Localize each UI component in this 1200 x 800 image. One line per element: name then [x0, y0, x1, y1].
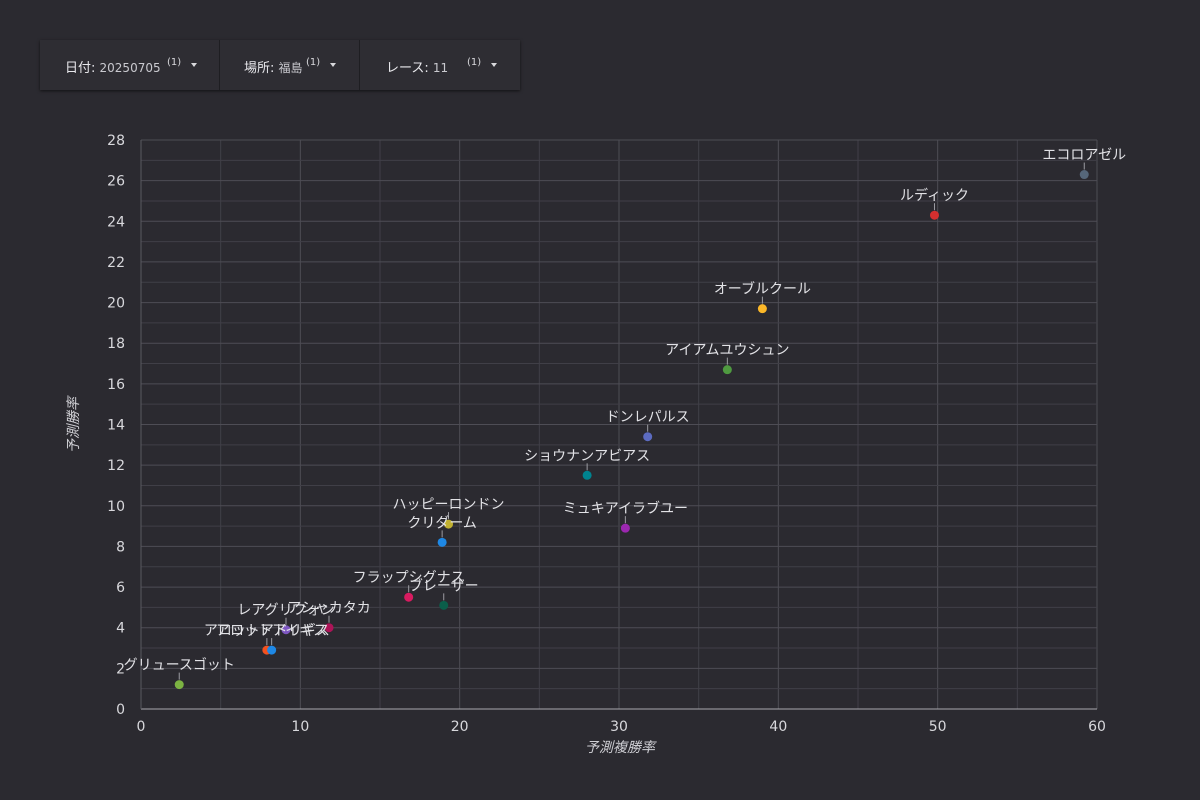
- point-marker: [643, 432, 653, 442]
- point-label: アシャカタカ: [287, 601, 370, 617]
- place-filter-value: 福島: [278, 61, 303, 75]
- date-filter-count: (1): [167, 57, 182, 68]
- data-point[interactable]: グリュースゴット: [124, 657, 235, 690]
- point-marker: [174, 680, 184, 690]
- point-marker: [444, 519, 454, 529]
- race-filter-value: 11: [432, 61, 449, 75]
- race-filter[interactable]: レース: 11 (1): [360, 40, 520, 90]
- filter-bar: 日付: 20250705 (1) 場所: 福島 (1) レース: 11 (1): [40, 40, 520, 90]
- point-marker: [404, 592, 414, 602]
- point-label: オーブルクール: [714, 281, 811, 298]
- axes: [140, 140, 1097, 710]
- y-tick-label: 12: [107, 458, 125, 474]
- place-filter[interactable]: 場所: 福島 (1): [220, 40, 360, 90]
- y-tick-label: 20: [107, 296, 125, 312]
- date-filter-value: 20250705: [99, 61, 161, 75]
- x-axis-label: 予測複勝率: [585, 740, 657, 756]
- point-marker: [437, 537, 447, 547]
- point-marker: [267, 645, 277, 655]
- x-tick-label: 40: [769, 719, 787, 735]
- y-tick-label: 26: [107, 174, 125, 190]
- y-tick-label: 0: [116, 702, 125, 718]
- data-point[interactable]: アイアムユウシュン: [665, 343, 790, 375]
- y-tick-label: 8: [116, 539, 125, 555]
- point-label: グリュースゴット: [124, 657, 235, 674]
- y-tick-label: 14: [107, 418, 125, 434]
- race-filter-label: レース: [386, 61, 425, 76]
- data-point[interactable]: エコロアゼル: [1042, 148, 1126, 180]
- point-marker: [620, 523, 630, 533]
- y-tick-label: 18: [107, 336, 125, 352]
- x-tick-label: 30: [610, 719, 628, 735]
- y-tick-label: 28: [107, 133, 125, 149]
- point-label: アイアムユウシュン: [665, 343, 789, 359]
- date-filter[interactable]: 日付: 20250705 (1): [40, 40, 220, 90]
- point-marker: [582, 470, 592, 480]
- date-filter-label: 日付: [65, 61, 92, 76]
- y-tick-label: 24: [107, 214, 125, 230]
- race-filter-count: (1): [467, 57, 482, 68]
- data-points: エコロアゼルルディックオーブルクールアイアムユウシュンドンレパルスショウナンアビ…: [124, 148, 1126, 690]
- data-point[interactable]: フラップシグナス: [353, 570, 465, 602]
- point-label: アロットアドリギス: [204, 623, 330, 639]
- point-label: クリダーム: [407, 515, 477, 531]
- place-filter-count: (1): [306, 57, 321, 68]
- point-marker: [281, 625, 291, 635]
- data-point[interactable]: ミュキアイラブユー: [563, 500, 688, 533]
- data-point[interactable]: ショウナンアビアス: [524, 448, 650, 480]
- y-tick-label: 16: [107, 377, 125, 393]
- point-label: レアグリフォン: [237, 603, 334, 619]
- point-label: ハッピーロンドン: [393, 497, 505, 513]
- x-tick-label: 50: [929, 719, 947, 735]
- y-tick-label: 22: [107, 255, 125, 271]
- data-point[interactable]: ドンレパルス: [606, 410, 690, 442]
- point-marker: [722, 365, 732, 375]
- y-tick-label: 4: [116, 621, 125, 637]
- data-point[interactable]: ルディック: [900, 187, 969, 220]
- point-label: ミュキアイラブユー: [563, 500, 688, 517]
- point-marker: [439, 600, 449, 610]
- point-label: ドンレパルス: [606, 410, 690, 426]
- data-point[interactable]: ブレーザー: [409, 577, 479, 610]
- place-filter-label: 場所: [244, 61, 271, 76]
- point-marker: [929, 210, 939, 220]
- x-tick-label: 60: [1088, 719, 1106, 735]
- y-axis-label: 予測勝率: [66, 395, 82, 453]
- point-label: ショウナンアビアス: [524, 448, 650, 464]
- data-point[interactable]: アシャカタカ: [287, 601, 371, 633]
- y-tick-label: 6: [116, 580, 125, 596]
- point-marker: [1079, 170, 1089, 180]
- chevron-down-icon[interactable]: [191, 63, 197, 67]
- chevron-down-icon[interactable]: [330, 63, 336, 67]
- point-label: ブレーザー: [409, 577, 479, 594]
- data-point[interactable]: クリダーム: [407, 515, 477, 547]
- x-tick-label: 10: [291, 719, 309, 735]
- chevron-down-icon[interactable]: [491, 63, 497, 67]
- data-point[interactable]: レアグリフォン: [237, 603, 335, 635]
- point-marker: [324, 623, 334, 633]
- x-tick-label: 20: [451, 719, 469, 735]
- point-label: ルディック: [900, 187, 969, 204]
- point-label: アロットアイギス: [216, 623, 327, 639]
- point-marker: [757, 304, 767, 314]
- y-tick-label: 10: [107, 499, 125, 515]
- data-point[interactable]: アロットアイギス: [216, 623, 327, 655]
- data-point[interactable]: オーブルクール: [714, 281, 811, 314]
- point-label: エコロアゼル: [1042, 148, 1126, 164]
- data-point[interactable]: ハッピーロンドン: [393, 497, 505, 529]
- point-label: フラップシグナス: [353, 570, 465, 586]
- y-tick-label: 2: [116, 661, 125, 677]
- x-tick-label: 0: [137, 719, 146, 735]
